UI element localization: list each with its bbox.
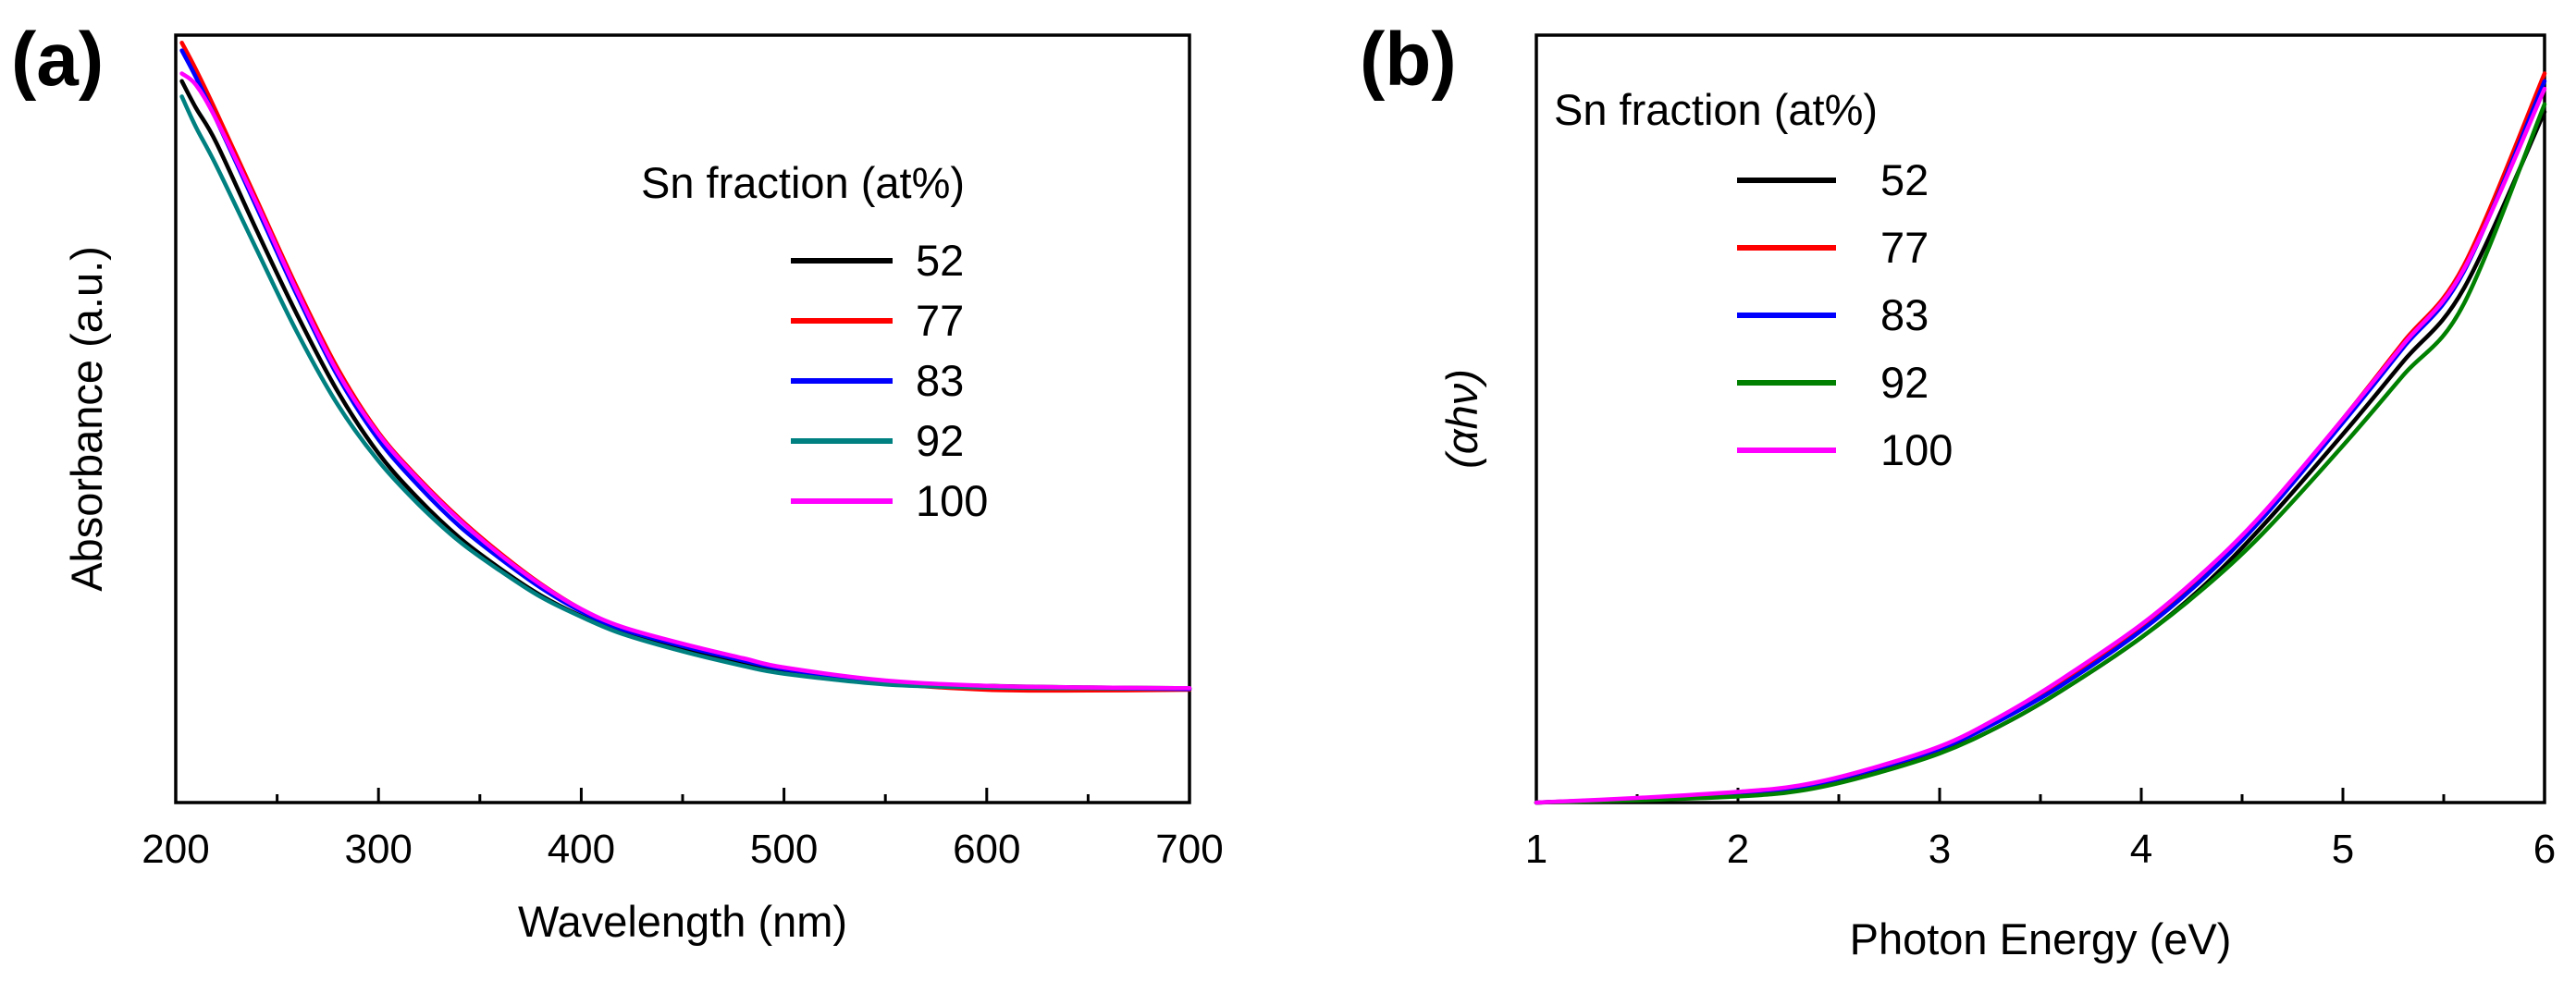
series-line-83 <box>179 48 1192 692</box>
panel-a-label: (a) <box>11 18 104 102</box>
legend-label-52: 52 <box>1880 155 1929 204</box>
panel-a-legend-title: Sn fraction (at%) <box>641 158 965 207</box>
series-line-92 <box>1534 102 2547 805</box>
legend-label-92: 92 <box>916 416 964 465</box>
x-tick-label: 4 <box>2130 827 2152 872</box>
panel-b-tick-labels: 1 2 3 4 5 6 <box>1525 827 2556 872</box>
series-line-92 <box>179 94 1192 691</box>
panel-b-x-axis-title: Photon Energy (eV) <box>1850 914 2232 963</box>
legend-label-92: 92 <box>1880 358 1929 407</box>
panel-a-y-axis-title: Absorbance (a.u.) <box>62 246 111 592</box>
x-tick-label: 5 <box>2332 827 2354 872</box>
legend-label-83: 83 <box>916 356 964 405</box>
x-tick-label: 200 <box>142 827 209 872</box>
panel-b-legend-title: Sn fraction (at%) <box>1554 85 1878 134</box>
panel-a-x-axis-title: Wavelength (nm) <box>518 897 847 946</box>
legend-label-83: 83 <box>1880 290 1929 339</box>
legend-label-100: 100 <box>1880 425 1953 474</box>
legend-label-77: 77 <box>1880 223 1929 272</box>
x-tick-label: 300 <box>344 827 412 872</box>
panel-a: (a) 200 300 400 500 600 700 Wavelength (nm) A… <box>11 18 1224 946</box>
x-tick-label: 500 <box>750 827 818 872</box>
panel-b-plot-frame <box>1535 33 2546 804</box>
legend-label-77: 77 <box>916 296 964 345</box>
panel-b-label: (b) <box>1360 18 1457 102</box>
legend-label-100: 100 <box>916 476 988 525</box>
x-tick-label: 3 <box>1929 827 1951 872</box>
series-line-100 <box>179 71 1192 691</box>
x-tick-label: 700 <box>1155 827 1223 872</box>
x-tick-label: 6 <box>2533 827 2556 872</box>
panel-a-series <box>179 41 1192 693</box>
panel-b: (b) 1 2 3 4 5 6 Photon Energy (eV) (αhν) Sn f… <box>1360 18 2556 963</box>
series-line-100 <box>1534 86 2547 805</box>
legend-label-52: 52 <box>916 236 964 285</box>
panel-b-y-axis-title: (αhν) <box>1437 369 1486 469</box>
panel-a-tick-labels: 200 300 400 500 600 700 <box>142 827 1223 872</box>
x-tick-label: 2 <box>1727 827 1749 872</box>
panel-a-legend-entries: 52 77 83 92 100 <box>791 236 988 525</box>
panel-b-series <box>1534 71 2547 805</box>
x-tick-label: 600 <box>953 827 1020 872</box>
panel-b-legend-entries: 52 77 83 92 100 <box>1737 155 1953 474</box>
x-tick-label: 400 <box>548 827 615 872</box>
x-tick-label: 1 <box>1525 827 1547 872</box>
panel-a-legend: Sn fraction (at%) 52 77 83 92 100 <box>641 158 988 525</box>
panel-a-ticks <box>174 788 1191 803</box>
panel-b-legend: Sn fraction (at%) 52 77 83 92 100 <box>1554 85 1953 474</box>
